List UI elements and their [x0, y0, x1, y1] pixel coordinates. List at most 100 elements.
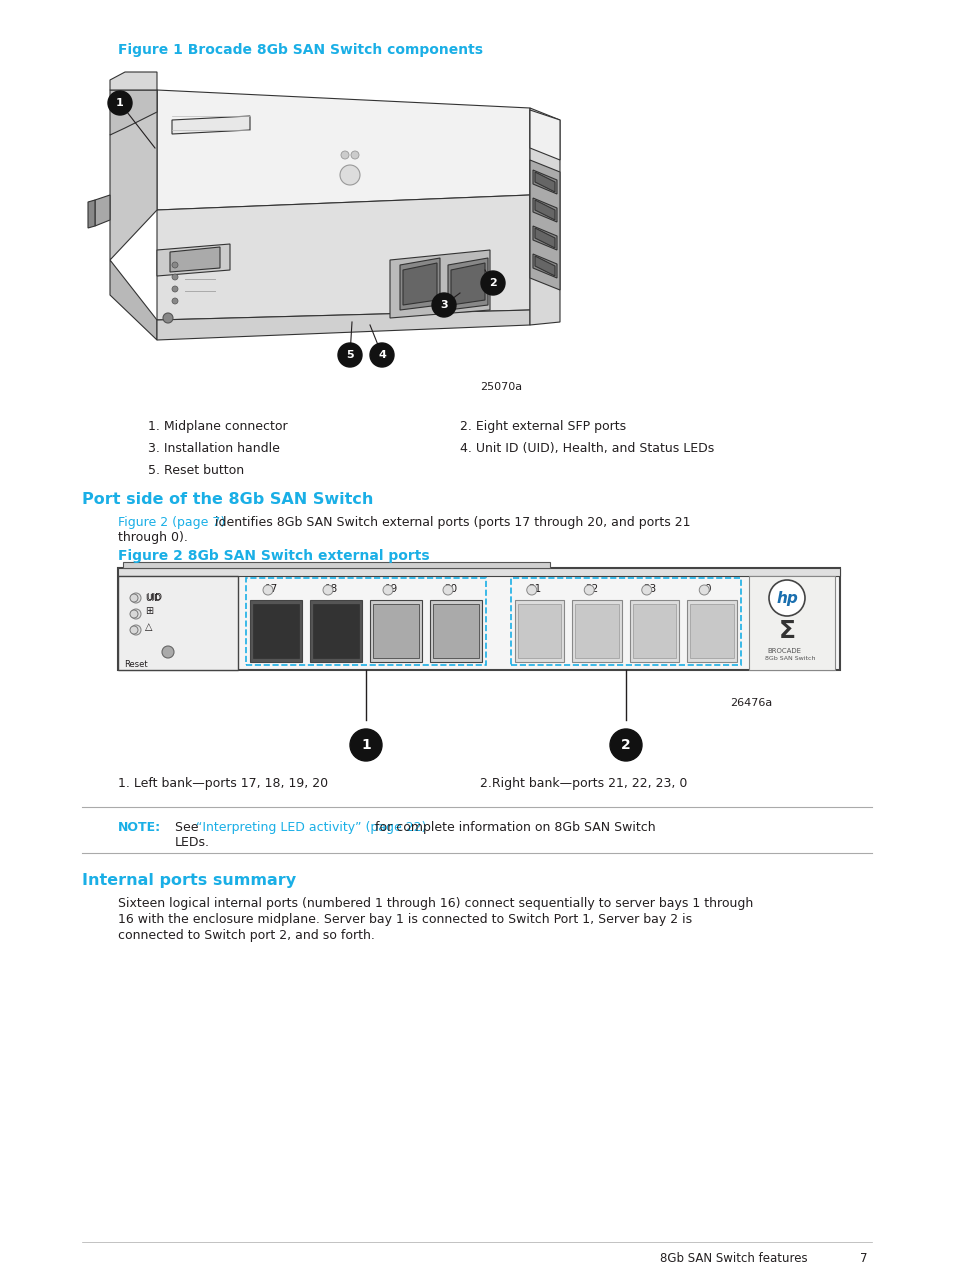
- Circle shape: [526, 585, 537, 595]
- Polygon shape: [430, 600, 481, 662]
- Circle shape: [172, 275, 178, 280]
- Text: 1: 1: [361, 738, 371, 752]
- Polygon shape: [572, 600, 621, 662]
- Text: UID: UID: [146, 594, 162, 602]
- Circle shape: [263, 585, 273, 595]
- Polygon shape: [370, 600, 421, 662]
- Polygon shape: [118, 568, 840, 670]
- Polygon shape: [250, 600, 302, 662]
- Polygon shape: [88, 200, 95, 228]
- Text: 26476a: 26476a: [729, 698, 771, 708]
- Circle shape: [130, 594, 138, 602]
- Circle shape: [108, 92, 132, 114]
- Text: 17: 17: [264, 583, 277, 594]
- Circle shape: [641, 585, 651, 595]
- Text: 2. Eight external SFP ports: 2. Eight external SFP ports: [459, 419, 625, 433]
- Polygon shape: [533, 254, 557, 278]
- Polygon shape: [118, 568, 840, 576]
- Circle shape: [163, 313, 172, 323]
- Polygon shape: [157, 194, 530, 320]
- Circle shape: [432, 294, 456, 316]
- Circle shape: [480, 271, 504, 295]
- Polygon shape: [95, 194, 110, 226]
- Polygon shape: [433, 604, 478, 658]
- Text: Internal ports summary: Internal ports summary: [82, 873, 295, 888]
- Polygon shape: [535, 172, 555, 192]
- Polygon shape: [373, 604, 418, 658]
- Circle shape: [130, 627, 138, 634]
- Text: Port side of the 8Gb SAN Switch: Port side of the 8Gb SAN Switch: [82, 492, 373, 507]
- Polygon shape: [535, 255, 555, 276]
- Polygon shape: [253, 604, 298, 658]
- Text: 2: 2: [620, 738, 630, 752]
- Circle shape: [131, 625, 141, 636]
- Text: 23: 23: [642, 583, 656, 594]
- Text: “Interpreting LED activity” (page 22): “Interpreting LED activity” (page 22): [195, 821, 426, 834]
- Circle shape: [583, 585, 594, 595]
- Text: through 0).: through 0).: [118, 531, 188, 544]
- Circle shape: [131, 594, 141, 602]
- Circle shape: [337, 343, 361, 367]
- Polygon shape: [110, 72, 157, 90]
- Polygon shape: [575, 604, 618, 658]
- Text: Figure 2 8Gb SAN Switch external ports: Figure 2 8Gb SAN Switch external ports: [118, 549, 429, 563]
- Polygon shape: [690, 604, 733, 658]
- Text: 7: 7: [859, 1252, 866, 1265]
- Text: LEDs.: LEDs.: [174, 836, 210, 849]
- Bar: [511, 578, 740, 665]
- Polygon shape: [123, 562, 550, 568]
- Text: 8Gb SAN Switch features: 8Gb SAN Switch features: [659, 1252, 807, 1265]
- Polygon shape: [517, 604, 561, 658]
- Circle shape: [162, 646, 173, 658]
- Polygon shape: [687, 600, 737, 662]
- Polygon shape: [535, 200, 555, 220]
- Polygon shape: [402, 263, 436, 305]
- Polygon shape: [170, 247, 220, 272]
- Circle shape: [172, 297, 178, 304]
- Text: identifies 8Gb SAN Switch external ports (ports 17 through 20, and ports 21: identifies 8Gb SAN Switch external ports…: [211, 516, 690, 529]
- Text: Figure 1 Brocade 8Gb SAN Switch components: Figure 1 Brocade 8Gb SAN Switch componen…: [118, 43, 482, 57]
- Circle shape: [382, 585, 393, 595]
- Text: 2: 2: [489, 278, 497, 289]
- Text: See: See: [174, 821, 202, 834]
- Polygon shape: [390, 250, 490, 318]
- Text: △: △: [145, 622, 152, 632]
- Text: BROCADE: BROCADE: [766, 648, 801, 655]
- Circle shape: [172, 286, 178, 292]
- Circle shape: [442, 585, 453, 595]
- Polygon shape: [748, 576, 834, 670]
- Polygon shape: [118, 576, 237, 670]
- Polygon shape: [533, 226, 557, 250]
- Circle shape: [130, 610, 138, 618]
- Polygon shape: [157, 90, 530, 210]
- Polygon shape: [533, 198, 557, 222]
- Text: 8Gb SAN Switch: 8Gb SAN Switch: [764, 656, 815, 661]
- Text: Sixteen logical internal ports (numbered 1 through 16) connect sequentially to s: Sixteen logical internal ports (numbered…: [118, 897, 753, 910]
- Bar: [246, 578, 485, 665]
- Text: 4. Unit ID (UID), Health, and Status LEDs: 4. Unit ID (UID), Health, and Status LED…: [459, 442, 714, 455]
- Polygon shape: [530, 111, 559, 160]
- Text: 5: 5: [346, 350, 354, 360]
- Text: 19: 19: [384, 583, 397, 594]
- Polygon shape: [629, 600, 679, 662]
- Text: connected to Switch port 2, and so forth.: connected to Switch port 2, and so forth…: [118, 929, 375, 942]
- Circle shape: [323, 585, 333, 595]
- Polygon shape: [157, 310, 530, 341]
- Text: 22: 22: [585, 583, 598, 594]
- Circle shape: [768, 580, 804, 616]
- Text: 0: 0: [703, 583, 710, 594]
- Circle shape: [351, 151, 358, 159]
- Circle shape: [370, 343, 394, 367]
- Polygon shape: [110, 90, 157, 261]
- Polygon shape: [313, 604, 358, 658]
- Circle shape: [339, 165, 359, 186]
- Polygon shape: [310, 600, 361, 662]
- Text: hp: hp: [776, 591, 797, 605]
- Polygon shape: [535, 228, 555, 248]
- Polygon shape: [110, 261, 157, 341]
- Text: 4: 4: [377, 350, 386, 360]
- Polygon shape: [399, 258, 439, 310]
- Text: 1. Midplane connector: 1. Midplane connector: [148, 419, 287, 433]
- Circle shape: [699, 585, 708, 595]
- Polygon shape: [633, 604, 676, 658]
